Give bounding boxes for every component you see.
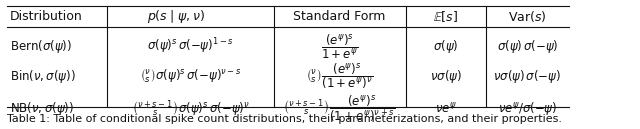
Text: Distribution: Distribution xyxy=(10,10,83,23)
Text: $\binom{\nu+s-1}{s} \sigma(\psi)^s\, \sigma(-\psi)^{\nu}$: $\binom{\nu+s-1}{s} \sigma(\psi)^s\, \si… xyxy=(132,99,250,119)
Text: $\sigma(\psi)^s\, \sigma(-\psi)^{1-s}$: $\sigma(\psi)^s\, \sigma(-\psi)^{1-s}$ xyxy=(147,37,234,56)
Text: $\mathbb{E}[s]$: $\mathbb{E}[s]$ xyxy=(433,9,458,24)
Text: Table 1: Table of conditional spike count distributions, their parameterizations: Table 1: Table of conditional spike coun… xyxy=(7,114,562,124)
Text: $\nu e^\psi$: $\nu e^\psi$ xyxy=(435,102,456,116)
Text: $\mathrm{Bern}(\sigma(\psi))$: $\mathrm{Bern}(\sigma(\psi))$ xyxy=(10,38,72,55)
Text: Standard Form: Standard Form xyxy=(293,10,386,23)
Text: $p(s \mid \psi, \nu)$: $p(s \mid \psi, \nu)$ xyxy=(147,8,205,25)
Text: $\binom{\nu+s-1}{s} \dfrac{(e^\psi)^s}{(1+e^\psi)^{\nu+s}}$: $\binom{\nu+s-1}{s} \dfrac{(e^\psi)^s}{(… xyxy=(284,94,396,124)
Text: $\sigma(\psi)$: $\sigma(\psi)$ xyxy=(433,38,458,55)
Text: $\binom{\nu}{s} \sigma(\psi)^s\, \sigma(-\psi)^{\nu-s}$: $\binom{\nu}{s} \sigma(\psi)^s\, \sigma(… xyxy=(140,68,241,85)
Text: $\mathrm{NB}(\nu, \sigma(\psi))$: $\mathrm{NB}(\nu, \sigma(\psi))$ xyxy=(10,100,74,117)
Text: $\mathrm{Bin}(\nu, \sigma(\psi))$: $\mathrm{Bin}(\nu, \sigma(\psi))$ xyxy=(10,68,76,85)
Text: $\nu\sigma(\psi)$: $\nu\sigma(\psi)$ xyxy=(429,68,461,85)
Text: $\sigma(\psi)\,\sigma(-\psi)$: $\sigma(\psi)\,\sigma(-\psi)$ xyxy=(497,38,558,55)
Text: $\nu e^\psi / \sigma(-\psi)$: $\nu e^\psi / \sigma(-\psi)$ xyxy=(498,100,557,117)
Text: $\mathrm{Var}(s)$: $\mathrm{Var}(s)$ xyxy=(508,9,547,24)
Text: $\dfrac{(e^\psi)^s}{1+e^\psi}$: $\dfrac{(e^\psi)^s}{1+e^\psi}$ xyxy=(321,32,358,61)
Text: $\nu\sigma(\psi)\,\sigma(-\psi)$: $\nu\sigma(\psi)\,\sigma(-\psi)$ xyxy=(493,68,561,85)
Text: $\binom{\nu}{s} \dfrac{(e^\psi)^s}{(1+e^\psi)^\nu}$: $\binom{\nu}{s} \dfrac{(e^\psi)^s}{(1+e^… xyxy=(306,62,373,91)
